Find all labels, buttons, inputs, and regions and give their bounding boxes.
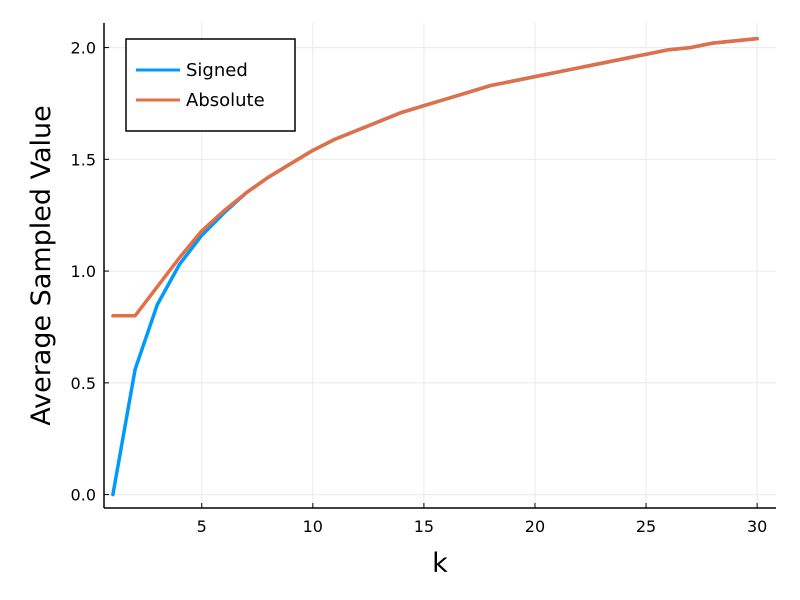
series-line-absolute <box>111 36 759 318</box>
x-tick-label: 15 <box>414 517 434 536</box>
x-tick-label: 10 <box>303 517 323 536</box>
y-tick-label: 1.5 <box>71 150 96 169</box>
x-tick-label: 20 <box>525 517 545 536</box>
tick-labels: 5 10 15 20 25 30 0.0 0.5 1.0 1.5 2.0 <box>71 39 768 536</box>
legend-box <box>125 38 296 132</box>
series-lines <box>111 36 759 497</box>
legend-label-absolute: Absolute <box>186 90 265 111</box>
x-tick-label: 30 <box>747 517 767 536</box>
legend-label-signed: Signed <box>186 60 248 81</box>
x-tick-label: 25 <box>636 517 656 536</box>
y-tick-label: 0.0 <box>71 486 96 505</box>
legend: Signed Absolute <box>125 38 296 132</box>
y-axis-label: Average Sampled Value <box>26 105 57 426</box>
x-tick-label: 5 <box>197 517 207 536</box>
x-axis-label: k <box>432 548 448 579</box>
y-tick-label: 1.0 <box>71 262 96 281</box>
y-tick-label: 2.0 <box>71 39 96 58</box>
y-tick-label: 0.5 <box>71 374 96 393</box>
axes <box>103 23 776 509</box>
